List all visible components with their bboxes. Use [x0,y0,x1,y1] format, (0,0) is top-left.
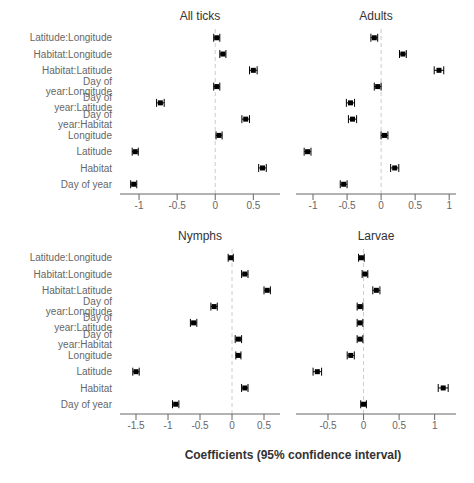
svg-text:1: 1 [432,420,438,431]
svg-text:0: 0 [229,420,235,431]
svg-text:0.5: 0.5 [257,420,271,431]
svg-text:Latitude:Longitude: Latitude:Longitude [30,252,113,263]
svg-text:0: 0 [361,420,367,431]
svg-text:Habitat:Longitude: Habitat:Longitude [34,49,113,60]
svg-text:Habitat:Latitude: Habitat:Latitude [42,65,112,76]
svg-text:Latitude: Latitude [76,366,112,377]
svg-text:-1.5: -1.5 [127,420,145,431]
svg-text:Day ofyear:Habitat: Day ofyear:Habitat [58,329,112,350]
svg-text:0.5: 0.5 [246,200,260,211]
svg-text:-0.5: -0.5 [338,200,356,211]
svg-text:-0.5: -0.5 [169,200,187,211]
svg-text:0: 0 [378,200,384,211]
svg-text:-1: -1 [309,200,318,211]
svg-text:1: 1 [446,200,452,211]
svg-text:-0.5: -0.5 [319,420,337,431]
svg-text:0.5: 0.5 [392,420,406,431]
svg-text:Day of year: Day of year [61,179,113,190]
svg-text:0.5: 0.5 [408,200,422,211]
svg-text:Longitude: Longitude [68,350,112,361]
svg-text:Day of year: Day of year [61,399,113,410]
svg-text:Habitat:Latitude: Habitat:Latitude [42,285,112,296]
svg-text:Latitude: Latitude [76,146,112,157]
svg-text:-0.5: -0.5 [191,420,209,431]
svg-text:Latitude:Longitude: Latitude:Longitude [30,32,113,43]
svg-text:-1: -1 [164,420,173,431]
svg-text:Habitat: Habitat [80,383,112,394]
svg-text:-1: -1 [135,200,144,211]
svg-text:Habitat: Habitat [80,163,112,174]
svg-text:0: 0 [212,200,218,211]
svg-text:Day ofyear:Habitat: Day ofyear:Habitat [58,109,112,130]
svg-text:Longitude: Longitude [68,130,112,141]
svg-text:Habitat:Longitude: Habitat:Longitude [34,269,113,280]
